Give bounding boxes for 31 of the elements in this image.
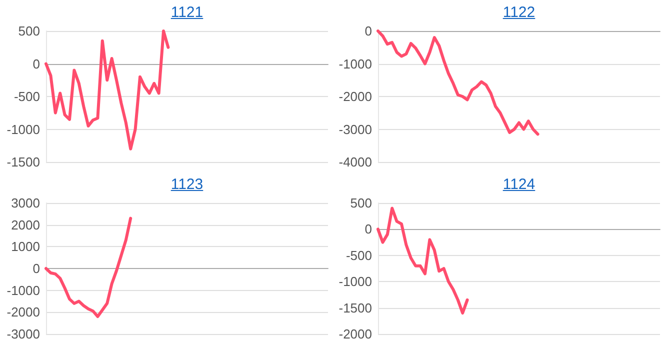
y-tick-label: -3000 — [6, 326, 40, 342]
y-tick-label: -2000 — [338, 89, 372, 104]
y-tick-label: 0 — [32, 56, 40, 72]
y-tick-label: -1000 — [6, 122, 40, 137]
y-tick-label: -500 — [346, 248, 372, 263]
y-tick-label: 2000 — [11, 217, 40, 232]
y-tick-label: 0 — [364, 24, 372, 38]
y-tick-label: -1000 — [338, 274, 372, 290]
line-series — [376, 30, 540, 136]
chart-title: 1124 — [502, 176, 536, 193]
y-tick-label: 1000 — [11, 239, 40, 254]
y-tick-label: -2000 — [6, 304, 40, 320]
y-tick-label: -4000 — [338, 154, 372, 170]
y-tick-label: -1000 — [338, 56, 372, 72]
y-tick-label: -500 — [14, 89, 40, 104]
chart-title: 1123 — [170, 176, 204, 193]
chart-title: 1121 — [170, 4, 204, 21]
y-tick-label: 0 — [364, 222, 372, 237]
line-series — [44, 30, 170, 150]
y-tick-label: -2000 — [338, 326, 372, 342]
y-tick-label: 500 — [18, 24, 40, 38]
y-tick-label: 3000 — [11, 196, 40, 210]
line-series — [44, 216, 132, 318]
y-tick-label: 500 — [350, 196, 372, 210]
y-tick-label: -1000 — [6, 282, 40, 298]
y-tick-label: -1500 — [338, 300, 372, 316]
y-tick-label: -1500 — [6, 154, 40, 170]
line-series — [376, 206, 469, 315]
chart-title: 1122 — [502, 4, 536, 21]
y-tick-label: -3000 — [338, 122, 372, 137]
y-tick-label: 0 — [32, 261, 40, 276]
